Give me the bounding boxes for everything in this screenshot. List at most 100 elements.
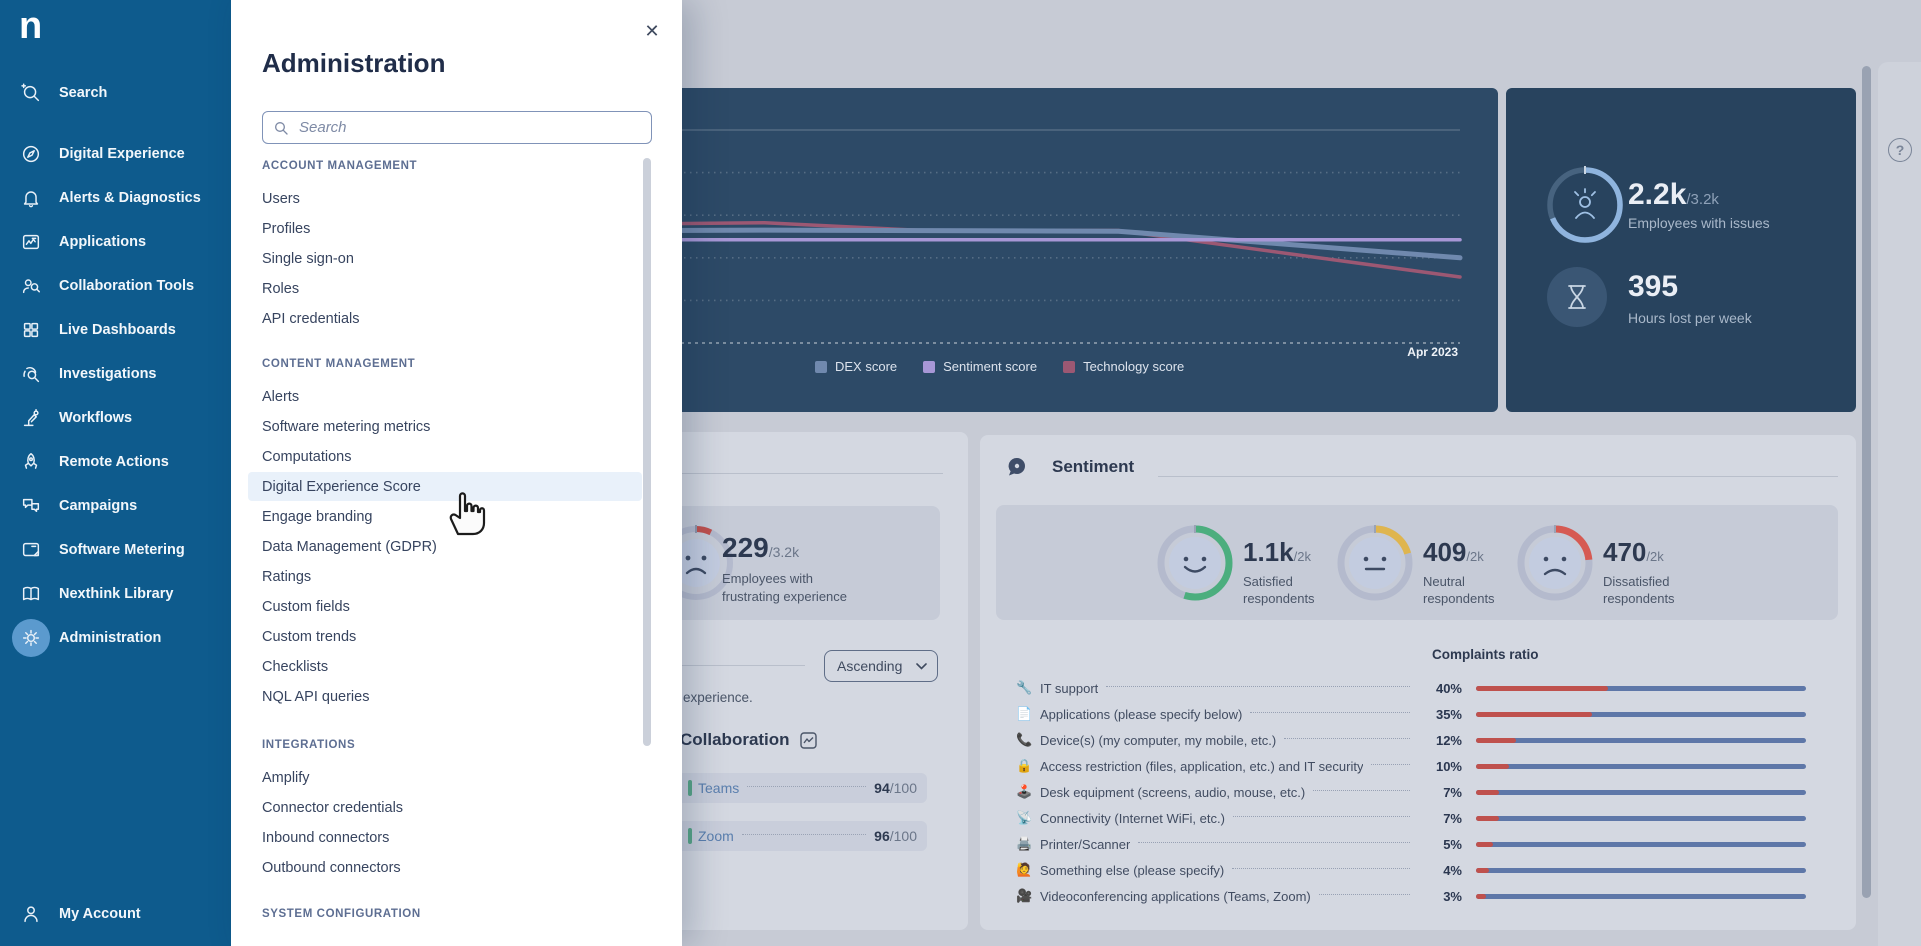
sidebar-item-alerts-diagnostics[interactable]: Alerts & Diagnostics	[0, 178, 231, 218]
complaint-percent: 3%	[1443, 888, 1462, 904]
sidebar-item-nexthink-library[interactable]: Nexthink Library	[0, 574, 231, 614]
panel-scrollbar[interactable]	[643, 155, 651, 935]
admin-item-checklists[interactable]: Checklists	[262, 658, 329, 675]
complaint-ratio-bar	[1476, 841, 1806, 847]
admin-item-connector-credentials[interactable]: Connector credentials	[262, 799, 404, 816]
sidebar-item-label: Software Metering	[59, 542, 185, 558]
donut-label: Neutral respondents	[1423, 574, 1495, 606]
admin-item-inbound-connectors[interactable]: Inbound connectors	[262, 829, 390, 846]
legend-item-dex-score[interactable]: DEX score	[815, 359, 897, 374]
admin-item-digital-experience-score[interactable]: Digital Experience Score	[248, 472, 642, 501]
complaint-label: Applications (please specify below)	[1040, 706, 1243, 722]
legend-item-technology-score[interactable]: Technology score	[1063, 359, 1184, 374]
complaint-ratio-bar	[1476, 789, 1806, 795]
complaint-row-connectivity-internet-wifi-etc: 📡 Connectivity (Internet WiFi, etc.) 7%	[1016, 805, 1806, 831]
search-input[interactable]	[297, 118, 651, 137]
legend-swatch	[815, 360, 827, 373]
admin-section-header-integrations: INTEGRATIONS	[262, 739, 356, 751]
dotted-leader	[741, 833, 867, 835]
sidebar-item-campaigns[interactable]: Campaigns	[0, 486, 231, 526]
sidebar-item-live-dashboards[interactable]: Live Dashboards	[0, 310, 231, 350]
sort-order-select[interactable]: Ascending	[824, 650, 938, 682]
sentiment-donuts-box: 1.1k/2k Satisfied respondents 409/2k Neutra…	[996, 505, 1838, 620]
right-utility-rail: ?	[1878, 62, 1921, 946]
robot-arm-icon	[17, 404, 45, 432]
dotted-leader	[747, 785, 867, 787]
admin-item-single-sign-on[interactable]: Single sign-on	[262, 250, 354, 267]
page-scrollbar[interactable]	[1862, 64, 1871, 940]
speech-bubble-icon	[1006, 456, 1028, 483]
donut-value: 1.1k/2k	[1243, 537, 1311, 567]
sidebar-item-workflows[interactable]: Workflows	[0, 398, 231, 438]
complaint-percent: 40%	[1435, 680, 1462, 696]
rocket-icon	[17, 448, 45, 476]
legend-item-sentiment-score[interactable]: Sentiment score	[923, 359, 1037, 374]
admin-item-custom-trends[interactable]: Custom trends	[262, 628, 357, 645]
admin-item-computations[interactable]: Computations	[262, 448, 352, 465]
sidebar-item-administration[interactable]: Administration	[0, 618, 231, 658]
close-icon[interactable]: ✕	[644, 20, 660, 41]
admin-item-nql-api-queries[interactable]: NQL API queries	[262, 688, 370, 705]
sidebar-item-digital-experience[interactable]: Digital Experience	[0, 134, 231, 174]
legend-label: DEX score	[835, 359, 898, 374]
sidebar-item-label: Search	[59, 85, 108, 101]
open-book-icon	[17, 580, 45, 608]
desk-equipment-icon: 🕹️	[1016, 784, 1033, 799]
app-link[interactable]: Zoom	[698, 828, 734, 844]
trend-chart-legend: DEX score Sentiment score Technology sco…	[815, 359, 1184, 374]
gear-icon	[12, 619, 50, 657]
sidebar-item-my-account[interactable]: My Account	[0, 894, 231, 934]
dotted-leader	[1371, 763, 1410, 765]
search-icon	[17, 79, 45, 107]
sidebar-item-software-metering[interactable]: Software Metering	[0, 530, 231, 570]
admin-item-custom-fields[interactable]: Custom fields	[262, 598, 350, 615]
complaint-percent: 4%	[1443, 862, 1462, 878]
complaint-row-printer-scanner: 🖨️ Printer/Scanner 5%	[1016, 831, 1806, 857]
complaint-ratio-bar	[1476, 737, 1806, 743]
sidebar-item-remote-actions[interactable]: Remote Actions	[0, 442, 231, 482]
admin-item-alerts[interactable]: Alerts	[262, 388, 300, 405]
complaint-row-applications-please-specify-below: 📄 Applications (please specify below) 35…	[1016, 701, 1806, 727]
admin-item-software-metering-metrics[interactable]: Software metering metrics	[262, 418, 431, 435]
admin-item-ratings[interactable]: Ratings	[262, 568, 312, 585]
sidebar-item-applications[interactable]: Applications	[0, 222, 231, 262]
sidebar-item-label: Administration	[59, 630, 162, 646]
collaboration-section-title: Collaboration	[680, 730, 817, 750]
sidebar-item-label: Applications	[59, 234, 147, 250]
donut-value: 470/2k	[1603, 537, 1664, 567]
admin-item-users[interactable]: Users	[262, 190, 300, 207]
sidebar-item-investigations[interactable]: Investigations	[0, 354, 231, 394]
collab-row-teams: Teams 94/100	[668, 773, 927, 803]
complaint-ratio-bar	[1476, 893, 1806, 899]
admin-item-amplify[interactable]: Amplify	[262, 769, 310, 786]
help-button[interactable]: ?	[1888, 138, 1912, 162]
admin-item-roles[interactable]: Roles	[262, 280, 300, 297]
sidebar-item-label: Live Dashboards	[59, 322, 176, 338]
complaints-ratio-list: 🔧 IT support 40% 📄 Applications (please …	[1016, 675, 1806, 909]
complaint-label: IT support	[1040, 680, 1099, 696]
complaint-row-something-else-please-specify: 🙋 Something else (please specify) 4%	[1016, 857, 1806, 883]
admin-item-outbound-connectors[interactable]: Outbound connectors	[262, 859, 401, 876]
app-link[interactable]: Teams	[698, 780, 740, 796]
dotted-leader	[1232, 867, 1410, 869]
sidebar-item-collaboration-tools[interactable]: Collaboration Tools	[0, 266, 231, 306]
admin-item-data-management-gdpr[interactable]: Data Management (GDPR)	[262, 538, 437, 555]
chat-bubbles-icon	[17, 492, 45, 520]
admin-item-engage-branding[interactable]: Engage branding	[262, 508, 373, 525]
chevron-down-icon	[916, 662, 927, 670]
app-window-icon	[17, 228, 45, 256]
complaint-percent: 10%	[1435, 758, 1462, 774]
admin-item-api-credentials[interactable]: API credentials	[262, 310, 360, 327]
sidebar-item-label: My Account	[59, 906, 141, 922]
complaint-row-it-support: 🔧 IT support 40%	[1016, 675, 1806, 701]
sidebar-item-search[interactable]: Search	[0, 73, 231, 113]
complaint-label: Desk equipment (screens, audio, mouse, e…	[1040, 784, 1306, 800]
x-axis-label: Apr 2023	[1407, 345, 1458, 359]
page-scrollbar-thumb[interactable]	[1862, 66, 1871, 898]
collab-row-zoom: Zoom 96/100	[668, 821, 927, 851]
score-bar	[688, 780, 692, 796]
panel-scrollbar-thumb[interactable]	[643, 158, 651, 746]
divider	[600, 473, 943, 474]
admin-item-profiles[interactable]: Profiles	[262, 220, 311, 237]
